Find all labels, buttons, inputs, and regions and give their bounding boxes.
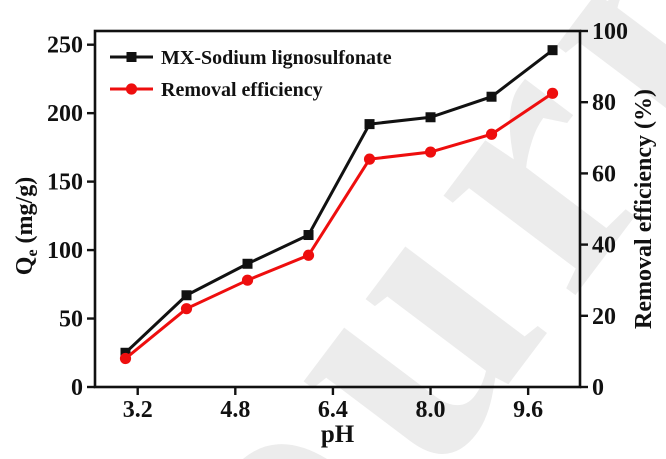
- series-marker-square-0: [303, 230, 314, 241]
- legend-item-label-0: MX-Sodium lignosulfonate: [161, 47, 392, 69]
- y-left-tick-label: 100: [47, 238, 83, 264]
- series-marker-square-0: [364, 119, 375, 130]
- series-marker-circle-1: [180, 303, 193, 315]
- series-marker-circle-1: [241, 274, 254, 286]
- y-right-tick-label: 40: [592, 233, 616, 259]
- x-axis-title: pH: [321, 421, 355, 448]
- y-right-tick-label: 0: [592, 375, 604, 401]
- x-tick-label: 8.0: [416, 397, 446, 423]
- series-line-1: [124, 92, 554, 360]
- y-right-tick-label: 100: [592, 19, 628, 45]
- x-tick-label: 3.2: [123, 397, 153, 423]
- legend-item-label-1: Removal efficiency: [161, 79, 323, 101]
- series-marker-circle-1: [119, 352, 132, 365]
- series-marker-square-0: [486, 91, 497, 102]
- x-tick-label: 6.4: [318, 397, 348, 423]
- y-left-tick-label: 200: [47, 101, 83, 127]
- y-right-tick-label: 80: [592, 90, 616, 116]
- series-marker-square-0: [425, 112, 436, 123]
- legend-circle-marker-icon: [125, 83, 138, 95]
- series-marker-circle-1: [363, 153, 376, 165]
- series-marker-circle-1: [302, 249, 315, 261]
- y-left-axis-title: Qe (mg/g): [12, 177, 41, 275]
- series-marker-circle-1: [424, 146, 437, 158]
- x-tick-label: 4.8: [220, 397, 250, 423]
- y-left-tick-label: 150: [47, 170, 83, 196]
- x-tick-label: 9.6: [513, 397, 543, 423]
- legend-square-marker-icon: [126, 52, 137, 62]
- plot-frame: [93, 29, 582, 389]
- series-line-0: [124, 48, 554, 354]
- y-right-axis-title: Removal efficiency (%): [631, 89, 657, 329]
- series-marker-square-0: [242, 258, 253, 269]
- series-marker-circle-1: [485, 128, 498, 140]
- series-marker-square-0: [181, 290, 192, 301]
- y-left-tick-label: 250: [47, 33, 83, 59]
- series-marker-square-0: [547, 45, 558, 56]
- y-right-tick-label: 20: [592, 304, 616, 330]
- series-marker-circle-1: [546, 87, 559, 99]
- series-marker-square-0: [120, 347, 131, 358]
- y-left-tick-label: 0: [71, 375, 83, 401]
- y-right-tick-label: 60: [592, 161, 616, 187]
- y-left-tick-label: 50: [59, 307, 83, 333]
